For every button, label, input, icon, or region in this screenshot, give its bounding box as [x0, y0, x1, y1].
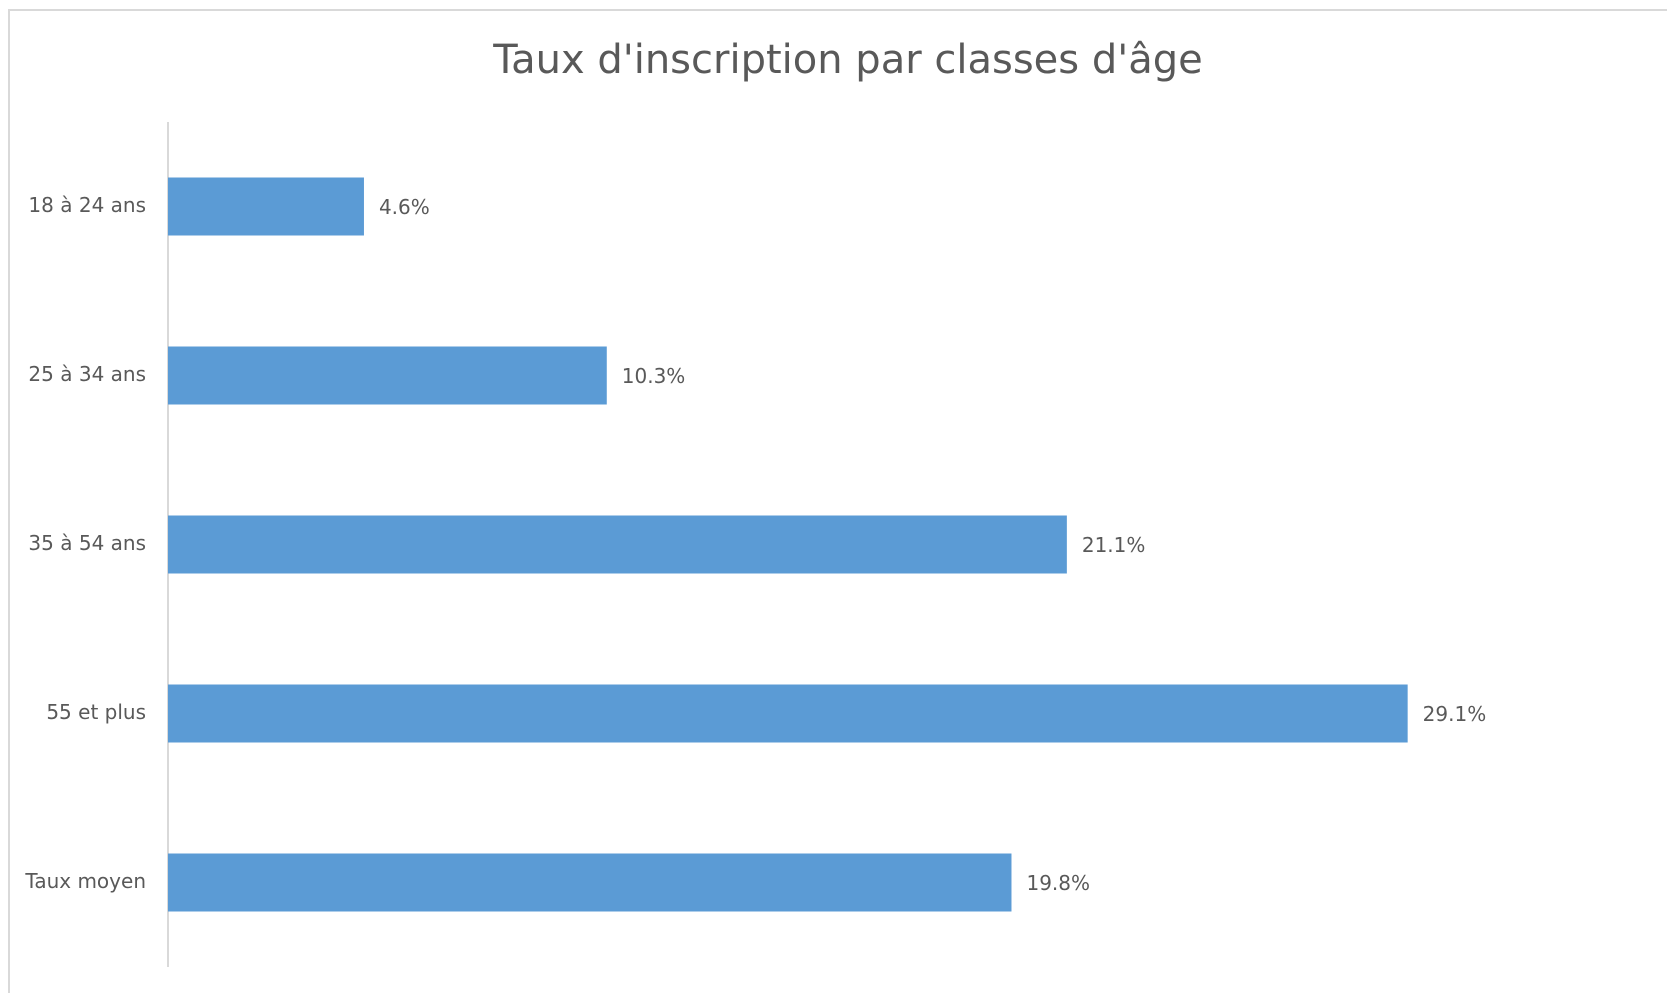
- data-label: 4.6%: [379, 195, 430, 219]
- chart-frame: [8, 9, 1667, 993]
- bar: [168, 515, 1067, 574]
- y-tick-label: 55 et plus: [46, 700, 146, 724]
- bar: [168, 346, 607, 405]
- data-label: 29.1%: [1423, 702, 1487, 726]
- y-tick-label: Taux moyen: [24, 869, 146, 893]
- data-label: 10.3%: [622, 364, 686, 388]
- chart-title: Taux d'inscription par classes d'âge: [492, 37, 1202, 83]
- bar: [168, 853, 1012, 912]
- data-label: 19.8%: [1026, 871, 1090, 895]
- data-label: 21.1%: [1082, 533, 1146, 557]
- y-tick-label: 18 à 24 ans: [28, 193, 146, 217]
- y-tick-label: 35 à 54 ans: [28, 531, 146, 555]
- bar: [168, 177, 364, 236]
- bar: [168, 684, 1408, 743]
- y-tick-label: 25 à 34 ans: [28, 362, 146, 386]
